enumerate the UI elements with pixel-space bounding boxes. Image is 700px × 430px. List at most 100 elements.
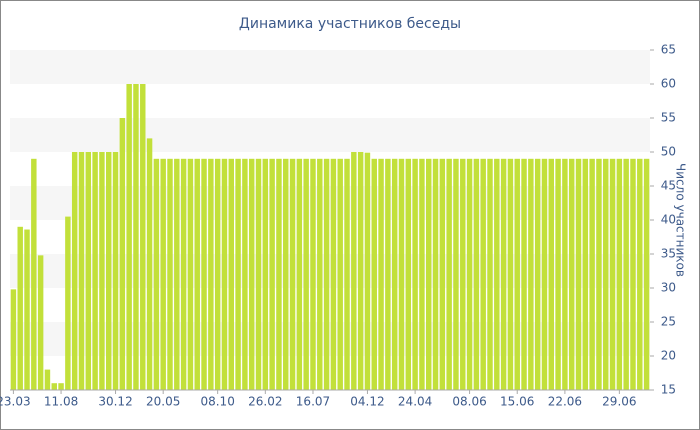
bar — [51, 383, 57, 390]
bar — [344, 158, 350, 390]
bar — [548, 158, 554, 390]
y-axis-label: Число участников — [674, 163, 688, 277]
bar — [446, 158, 452, 390]
bar — [419, 158, 425, 390]
bar — [528, 158, 534, 390]
bar — [330, 158, 337, 390]
y-tick-label: 15 — [661, 383, 676, 397]
bar — [562, 158, 568, 390]
bar — [10, 289, 17, 390]
y-tick-label: 45 — [661, 179, 676, 193]
bar — [637, 158, 643, 390]
bar — [174, 158, 180, 390]
bar — [603, 158, 609, 390]
bar — [296, 158, 303, 390]
bar — [24, 229, 30, 390]
bar — [630, 158, 636, 390]
y-tick-label: 50 — [661, 145, 676, 159]
bar — [555, 158, 561, 390]
bar — [460, 158, 466, 390]
bar — [426, 158, 432, 390]
bar — [541, 158, 548, 390]
bar — [616, 158, 623, 390]
bar — [521, 158, 527, 390]
bar — [276, 158, 282, 390]
bar — [235, 158, 241, 390]
y-tick-label: 35 — [661, 247, 676, 261]
bar — [44, 369, 51, 390]
x-tick-label: 22.06 — [548, 395, 582, 409]
bar — [119, 118, 126, 390]
bar — [146, 138, 153, 390]
bar — [160, 158, 166, 390]
bar — [385, 158, 391, 390]
bar — [92, 152, 98, 390]
bar — [432, 158, 439, 390]
x-tick-label: 15.06 — [500, 395, 534, 409]
bar — [201, 158, 207, 390]
y-tick-label: 65 — [661, 43, 676, 57]
bar — [514, 158, 520, 390]
x-tick-label: 11.08 — [44, 395, 78, 409]
bar — [568, 158, 575, 390]
grid-band — [10, 50, 650, 84]
bar — [609, 158, 616, 390]
bar — [480, 158, 486, 390]
bar — [126, 84, 132, 390]
bar — [323, 158, 330, 390]
bar — [71, 152, 78, 390]
y-tick-label: 25 — [661, 315, 676, 329]
bar — [453, 158, 459, 390]
bar — [289, 158, 296, 390]
bar — [31, 158, 37, 390]
bar — [412, 158, 418, 390]
x-tick-label: 16.07 — [296, 395, 330, 409]
bar — [58, 383, 64, 390]
bar — [405, 158, 412, 390]
y-tick-label: 30 — [661, 281, 676, 295]
bar — [500, 158, 507, 390]
bar — [364, 152, 371, 390]
bar — [582, 158, 589, 390]
grid-band — [10, 118, 650, 152]
bar — [494, 158, 500, 390]
bar — [85, 152, 92, 390]
bar — [310, 158, 316, 390]
bar — [78, 152, 85, 390]
bar — [357, 152, 364, 390]
bar — [398, 158, 405, 390]
bar — [473, 158, 480, 390]
bar — [133, 84, 139, 390]
bar — [337, 158, 343, 390]
x-tick-label: 23.03 — [0, 395, 31, 409]
y-tick-label: 20 — [661, 349, 676, 363]
bar — [391, 158, 398, 390]
x-tick-label: 30.12 — [98, 395, 132, 409]
bar — [589, 158, 595, 390]
bar — [153, 158, 160, 390]
bar — [487, 158, 493, 390]
bar — [378, 158, 384, 390]
bar — [248, 158, 255, 390]
bar — [65, 216, 71, 390]
bar — [214, 158, 221, 390]
x-tick-label: 08.10 — [200, 395, 234, 409]
bar — [466, 158, 473, 390]
y-tick-label: 55 — [661, 111, 676, 125]
bar — [303, 158, 309, 390]
x-tick-label: 04.12 — [350, 395, 384, 409]
bar — [255, 158, 262, 390]
bar — [17, 226, 23, 390]
bar — [596, 158, 602, 390]
x-tick-label: 26.02 — [248, 395, 282, 409]
bar — [221, 158, 228, 390]
bar — [106, 152, 112, 390]
x-tick-label: 08.06 — [452, 395, 486, 409]
bar — [140, 84, 146, 390]
bar — [228, 158, 234, 390]
bar — [371, 158, 377, 390]
bar — [643, 158, 650, 390]
chart-title: Динамика участников беседы — [239, 16, 461, 32]
x-tick-label: 20.05 — [146, 395, 180, 409]
